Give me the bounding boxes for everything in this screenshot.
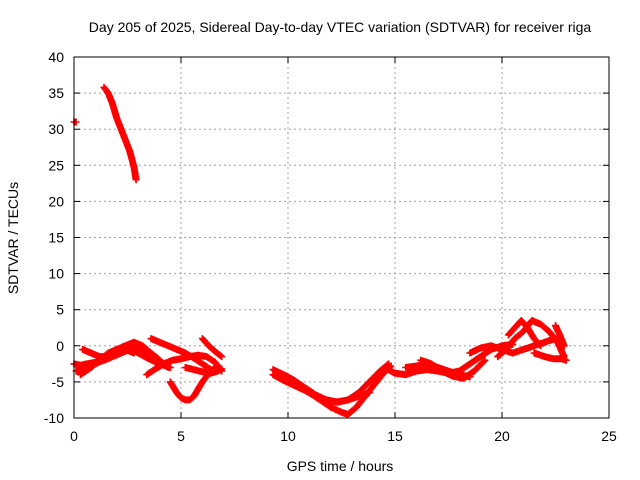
axis-ticks: 0 5 10 15 20 25 -10 -5 0 5 10 15 20 25 30 35 40: [44, 49, 617, 444]
data-point-markers: [295, 362, 395, 418]
data-point-markers: [417, 356, 489, 382]
data-series-arc-o: [417, 356, 489, 382]
y-tick-label: 10: [48, 266, 64, 282]
x-tick-label: 5: [177, 428, 185, 444]
x-tick-label: 25: [601, 428, 617, 444]
y-tick-label: 15: [48, 230, 64, 246]
y-tick-label: -5: [52, 374, 65, 390]
data-series-arc-i: [181, 364, 223, 377]
data-point-markers: [147, 335, 215, 374]
y-tick-label: 25: [48, 157, 64, 173]
grid: [74, 57, 609, 418]
data-point-markers: [181, 364, 223, 377]
y-tick-label: 35: [48, 85, 64, 101]
data-series-arc-s: [530, 349, 570, 364]
y-tick-label: 20: [48, 193, 64, 209]
data-series-arc-l: [295, 362, 395, 418]
y-tick-label: 40: [48, 49, 64, 65]
data-series-steep-decline: [100, 83, 140, 184]
y-axis-label: SDTVAR / TECUs: [5, 182, 21, 294]
y-tick-label: 5: [56, 302, 64, 318]
data-point-markers: [198, 335, 226, 361]
data-series-arc-f: [147, 335, 215, 374]
data-point-markers: [79, 345, 138, 361]
data-series-isolated: [70, 118, 80, 126]
data-series-arc-h: [198, 335, 226, 361]
x-tick-label: 20: [494, 428, 510, 444]
x-tick-label: 0: [70, 428, 78, 444]
y-tick-label: 30: [48, 121, 64, 137]
x-tick-label: 15: [387, 428, 403, 444]
data-series-arc-c: [76, 338, 172, 379]
x-tick-label: 10: [280, 428, 296, 444]
data-point-markers: [100, 83, 140, 184]
y-tick-label: 0: [56, 338, 64, 354]
data-point-markers: [552, 322, 568, 350]
data-series-arc-t: [552, 322, 568, 350]
x-axis-label: GPS time / hours: [287, 458, 394, 474]
data-point-markers: [504, 317, 544, 350]
data-point-markers: [530, 349, 570, 364]
chart-title: Day 205 of 2025, Sidereal Day-to-day VTE…: [89, 19, 592, 35]
data-series-arc-d: [79, 345, 138, 361]
data-point-markers: [76, 338, 172, 379]
y-tick-label: -10: [44, 410, 64, 426]
data-points: [70, 83, 570, 418]
data-series-arc-r: [504, 317, 544, 350]
data-point-markers: [70, 118, 80, 126]
